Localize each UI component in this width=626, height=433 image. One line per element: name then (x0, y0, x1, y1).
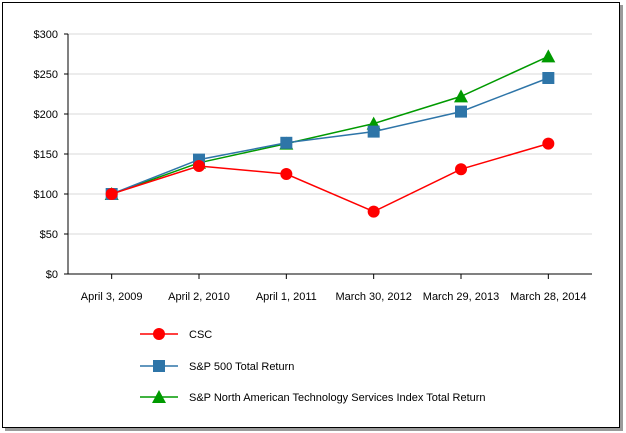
legend-item: S&P North American Technology Services I… (140, 390, 486, 404)
series-triangle (104, 49, 556, 200)
series-line (111, 77, 549, 195)
data-point (367, 205, 380, 218)
x-tick-label: March 29, 2013 (423, 291, 499, 303)
x-tick-label: April 2, 2010 (168, 291, 230, 303)
data-point (280, 168, 293, 180)
x-axis-ticks: April 3, 2009 April 2, 2010 April 1, 2011 M… (81, 274, 587, 303)
series-line (111, 142, 549, 213)
y-tick-label: $150 (34, 149, 58, 161)
data-point (542, 72, 555, 84)
legend-marker (153, 360, 165, 372)
x-tick-label: April 1, 2011 (256, 291, 317, 303)
y-tick-label: $250 (34, 69, 58, 81)
y-tick-label: $0 (46, 269, 58, 281)
chart-frame (2, 2, 620, 428)
data-point (455, 163, 467, 176)
legend-item: CSC (140, 328, 212, 341)
legend-marker (153, 328, 165, 340)
data-point (541, 49, 556, 63)
x-tick-label: March 30, 2012 (335, 291, 411, 303)
data-point (367, 125, 380, 138)
data-point (455, 105, 467, 118)
legend: CSC S&P 500 Total Return S&P North America… (140, 328, 486, 404)
gridlines (68, 33, 592, 235)
legend-label: CSC (189, 329, 212, 341)
series-square (105, 72, 555, 200)
y-tick-label: $300 (34, 29, 58, 41)
legend-label: S&P 500 Total Return (189, 361, 294, 373)
data-point (542, 137, 555, 150)
legend-item: S&P 500 Total Return (140, 360, 294, 373)
y-tick-label: $50 (40, 229, 58, 241)
legend-marker (152, 390, 166, 403)
data-point (193, 160, 205, 172)
series-line (111, 55, 549, 195)
x-tick-label: March 28, 2014 (510, 291, 586, 303)
series-circle (105, 137, 555, 218)
data-point (280, 136, 293, 149)
legend-label: S&P North American Technology Services I… (189, 392, 486, 404)
y-axis-ticks: $0 $50 $100 $150 $200 $250 $300 (34, 29, 68, 281)
data-point (105, 188, 118, 200)
y-tick-label: $100 (34, 189, 58, 201)
series-lines (104, 49, 556, 218)
y-tick-label: $200 (34, 109, 58, 121)
data-point (454, 89, 468, 103)
x-tick-label: April 3, 2009 (81, 291, 143, 303)
